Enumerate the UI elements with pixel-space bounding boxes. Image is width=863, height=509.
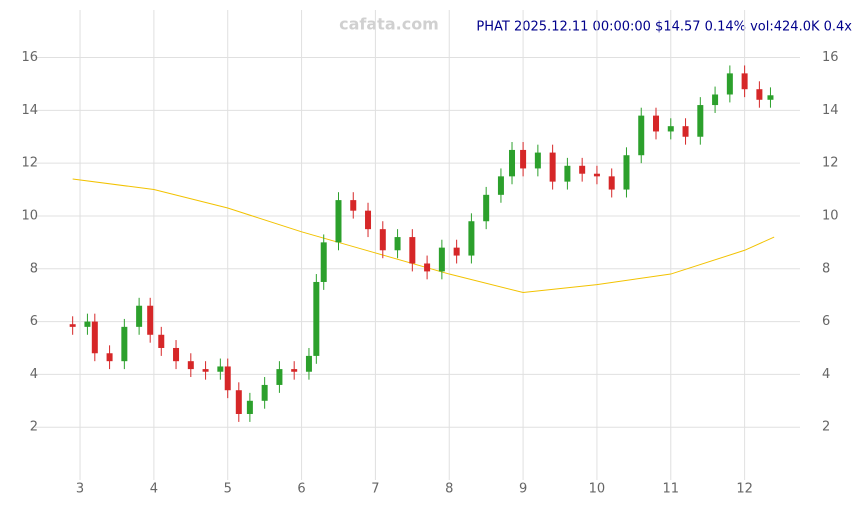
candle-body	[187, 361, 194, 370]
y-tick-label: 12	[21, 156, 38, 171]
candle-body	[726, 73, 733, 95]
candle-body	[291, 369, 298, 372]
y-tick-label: 8	[30, 261, 38, 276]
y-tick-label: 4	[822, 367, 830, 382]
candle-body	[147, 305, 154, 335]
chart-title: PHAT 2025.12.11 00:00:00 $14.57 0.14% vo…	[476, 20, 852, 35]
candle-body	[497, 176, 504, 195]
y-tick-label: 8	[822, 261, 830, 276]
candle-body	[158, 334, 165, 348]
candle-body	[224, 366, 231, 391]
candle-body	[682, 126, 689, 137]
y-tick-label: 6	[30, 314, 38, 329]
candle-body	[246, 400, 253, 414]
x-tick-label: 5	[224, 482, 232, 497]
y-tick-label: 10	[21, 208, 38, 223]
y-tick-label: 4	[30, 367, 38, 382]
candle-body	[335, 200, 342, 243]
candle-body	[756, 89, 763, 100]
candle-body	[438, 247, 445, 272]
candle-body	[509, 149, 516, 177]
candle-body	[483, 194, 490, 222]
x-tick-label: 10	[589, 482, 606, 497]
candle-body	[202, 369, 209, 372]
candle-body	[136, 305, 143, 327]
candle-body	[638, 115, 645, 156]
candle-body	[520, 149, 527, 169]
candle-body	[593, 173, 600, 177]
candle-body	[276, 369, 283, 385]
candle-body	[534, 152, 541, 169]
y-tick-label: 16	[21, 50, 38, 65]
candle-body	[767, 95, 774, 100]
y-tick-label: 14	[822, 103, 839, 118]
candle-body	[394, 237, 401, 251]
y-tick-label: 14	[21, 103, 38, 118]
x-tick-label: 9	[519, 482, 527, 497]
candle-body	[84, 321, 91, 327]
candle-body	[313, 281, 320, 356]
candle-body	[320, 242, 327, 282]
x-tick-label: 11	[663, 482, 680, 497]
candle-body	[653, 115, 660, 132]
candle-body	[579, 165, 586, 174]
candle-body	[173, 347, 180, 362]
candle-body	[667, 126, 674, 132]
candle-body	[217, 366, 224, 372]
candle-body	[235, 390, 242, 414]
candle-body	[365, 210, 372, 230]
y-tick-label: 2	[30, 420, 38, 435]
y-tick-label: 16	[822, 50, 839, 65]
candle-body	[69, 324, 76, 327]
y-tick-label: 6	[822, 314, 830, 329]
y-tick-label: 2	[822, 420, 830, 435]
candle-body	[424, 263, 431, 272]
y-tick-label: 10	[822, 208, 839, 223]
candle-body	[379, 229, 386, 251]
indicator-line	[72, 178, 775, 294]
x-tick-label: 6	[297, 482, 305, 497]
candle-body	[608, 176, 615, 190]
watermark: cafata.com	[339, 15, 439, 34]
candle-body	[305, 355, 312, 372]
candle-body	[350, 200, 357, 211]
candle-body	[623, 155, 630, 190]
x-tick-label: 12	[736, 482, 753, 497]
candle-body	[564, 165, 571, 182]
candle-body	[712, 94, 719, 106]
x-tick-label: 8	[445, 482, 453, 497]
y-tick-label: 12	[822, 156, 839, 171]
candle-body	[261, 384, 268, 401]
candle-body	[106, 353, 113, 362]
x-tick-label: 7	[371, 482, 379, 497]
candle-body	[409, 237, 416, 264]
candle-body	[468, 221, 475, 256]
x-tick-label: 4	[150, 482, 158, 497]
candle-body	[741, 73, 748, 90]
x-tick-label: 3	[76, 482, 84, 497]
candle-body	[453, 247, 460, 256]
candle-body	[697, 105, 704, 137]
candle-body	[91, 321, 98, 354]
candle-body	[549, 152, 556, 182]
candle-body	[121, 326, 128, 362]
